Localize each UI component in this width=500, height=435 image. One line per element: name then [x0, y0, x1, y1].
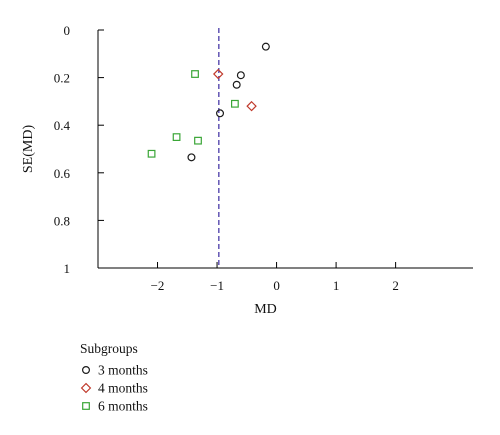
- axes: 0 0.2 0.4 0.6 0.8 1 −2 −1 0 1 2: [54, 23, 473, 293]
- data-point-square: [147, 149, 156, 158]
- x-tick-label: −1: [210, 278, 224, 293]
- data-point-square: [194, 136, 202, 145]
- x-tick-label: 1: [333, 278, 340, 293]
- data-points: [147, 42, 270, 162]
- legend-marker-square: [82, 402, 90, 410]
- x-tick-label: −2: [151, 278, 165, 293]
- legend-marker-diamond: [80, 382, 92, 394]
- y-tick-label: 0.2: [54, 71, 70, 86]
- legend-label: 3 months: [98, 363, 148, 378]
- data-point-square: [172, 133, 181, 142]
- y-axis-label: SE(MD): [21, 125, 36, 174]
- data-point-circle: [236, 71, 245, 80]
- y-tick-label: 0.6: [54, 166, 71, 181]
- legend-title: Subgroups: [80, 341, 138, 356]
- legend-label: 4 months: [98, 381, 148, 396]
- x-tick-label: 0: [273, 278, 280, 293]
- legend-marker-circle: [81, 366, 90, 375]
- data-point-square: [231, 99, 239, 108]
- data-point-circle: [232, 80, 241, 89]
- data-point-circle: [187, 153, 196, 162]
- legend: Subgroups 3 months 4 months 6 months: [80, 341, 148, 414]
- legend-items: 3 months 4 months 6 months: [80, 363, 148, 414]
- y-tick-label: 0.8: [54, 213, 70, 228]
- data-point-square: [191, 70, 199, 78]
- data-point-diamond: [246, 100, 257, 112]
- x-axis-label: MD: [254, 302, 277, 317]
- x-tick-label: 2: [392, 278, 399, 293]
- y-tick-label: 1: [64, 261, 71, 276]
- data-point-circle: [216, 109, 225, 118]
- y-tick-label: 0.4: [54, 118, 71, 133]
- data-point-diamond: [212, 68, 224, 80]
- y-tick-label: 0: [64, 23, 71, 38]
- legend-label: 6 months: [98, 399, 148, 414]
- data-point-circle: [261, 42, 270, 51]
